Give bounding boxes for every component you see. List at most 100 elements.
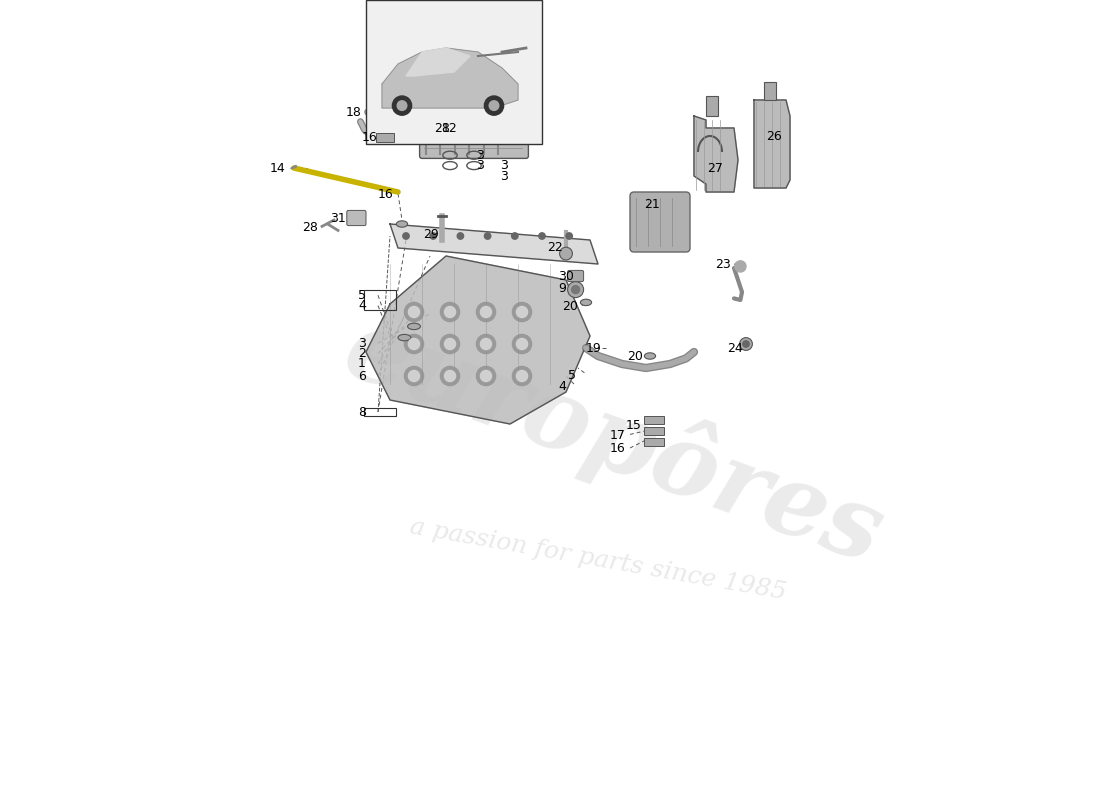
Polygon shape [406,48,470,76]
Text: europôres: europôres [331,296,896,584]
Text: 24: 24 [727,342,742,355]
Text: 3: 3 [358,337,366,350]
Text: 2: 2 [358,347,366,360]
Circle shape [408,306,419,318]
Text: 3: 3 [476,159,484,172]
Circle shape [513,302,531,322]
Circle shape [405,334,424,354]
Text: 28: 28 [302,221,318,234]
Text: 14: 14 [270,162,286,174]
Text: 29: 29 [422,228,439,241]
Circle shape [739,338,752,350]
Polygon shape [382,48,518,108]
Circle shape [513,334,531,354]
Circle shape [481,370,492,382]
Circle shape [742,341,749,347]
Text: 22: 22 [547,241,562,254]
Text: 30: 30 [558,270,574,282]
Ellipse shape [398,334,410,341]
Text: 26: 26 [766,130,782,143]
Circle shape [405,366,424,386]
Bar [645,438,664,446]
Circle shape [476,366,496,386]
Circle shape [444,370,455,382]
Text: 3: 3 [499,159,507,172]
FancyBboxPatch shape [568,270,584,282]
Circle shape [444,338,455,350]
FancyBboxPatch shape [346,210,366,226]
Polygon shape [390,224,598,264]
Circle shape [440,334,460,354]
Circle shape [735,261,746,272]
Circle shape [539,233,546,239]
Bar [645,416,664,424]
Circle shape [516,338,528,350]
Circle shape [484,233,491,239]
Polygon shape [366,256,590,424]
Text: a passion for parts since 1985: a passion for parts since 1985 [408,515,788,605]
Text: 20: 20 [628,350,643,363]
Circle shape [566,233,572,239]
Text: 31: 31 [330,212,345,225]
Circle shape [484,96,504,115]
Text: 12: 12 [442,122,458,134]
Text: 4: 4 [358,299,366,312]
Ellipse shape [396,221,408,227]
FancyBboxPatch shape [419,106,528,158]
Bar [364,290,396,310]
Circle shape [430,233,437,239]
Circle shape [476,302,496,322]
Text: 16: 16 [362,131,377,144]
Text: 4: 4 [558,380,565,393]
Circle shape [512,233,518,239]
FancyBboxPatch shape [630,192,690,252]
Text: 5: 5 [568,369,575,382]
Circle shape [572,286,580,294]
Bar [364,408,396,416]
Text: 15: 15 [625,419,641,432]
Text: 16: 16 [378,188,394,201]
Circle shape [408,338,419,350]
Bar [366,0,542,144]
Polygon shape [754,100,790,188]
Circle shape [458,233,463,239]
Ellipse shape [408,323,420,330]
Text: 20: 20 [562,300,578,313]
Text: 6: 6 [358,370,366,382]
Polygon shape [694,116,738,192]
Ellipse shape [581,299,592,306]
Text: 8: 8 [358,406,366,418]
Circle shape [481,306,492,318]
Bar [706,96,718,116]
Circle shape [516,306,528,318]
Text: 3: 3 [476,149,484,162]
Circle shape [440,302,460,322]
Text: 27: 27 [707,162,723,175]
Circle shape [560,247,572,260]
Text: 21: 21 [645,198,660,211]
Text: 9: 9 [558,282,565,294]
Text: 17: 17 [610,429,626,442]
Circle shape [405,302,424,322]
Text: 23: 23 [715,258,730,271]
Circle shape [476,334,496,354]
Text: 16: 16 [610,442,626,455]
Circle shape [403,233,409,239]
Text: 18: 18 [346,106,362,118]
Circle shape [440,366,460,386]
Text: 5: 5 [358,289,366,302]
Circle shape [444,306,455,318]
Bar [645,427,664,435]
Circle shape [397,101,407,110]
Circle shape [490,101,498,110]
Text: 19: 19 [586,342,602,355]
Circle shape [408,370,419,382]
Text: 28: 28 [434,122,450,135]
Circle shape [393,96,411,115]
Circle shape [513,366,531,386]
Circle shape [516,370,528,382]
Circle shape [481,338,492,350]
Circle shape [568,282,584,298]
Text: 3: 3 [499,170,507,182]
Bar [764,82,776,100]
